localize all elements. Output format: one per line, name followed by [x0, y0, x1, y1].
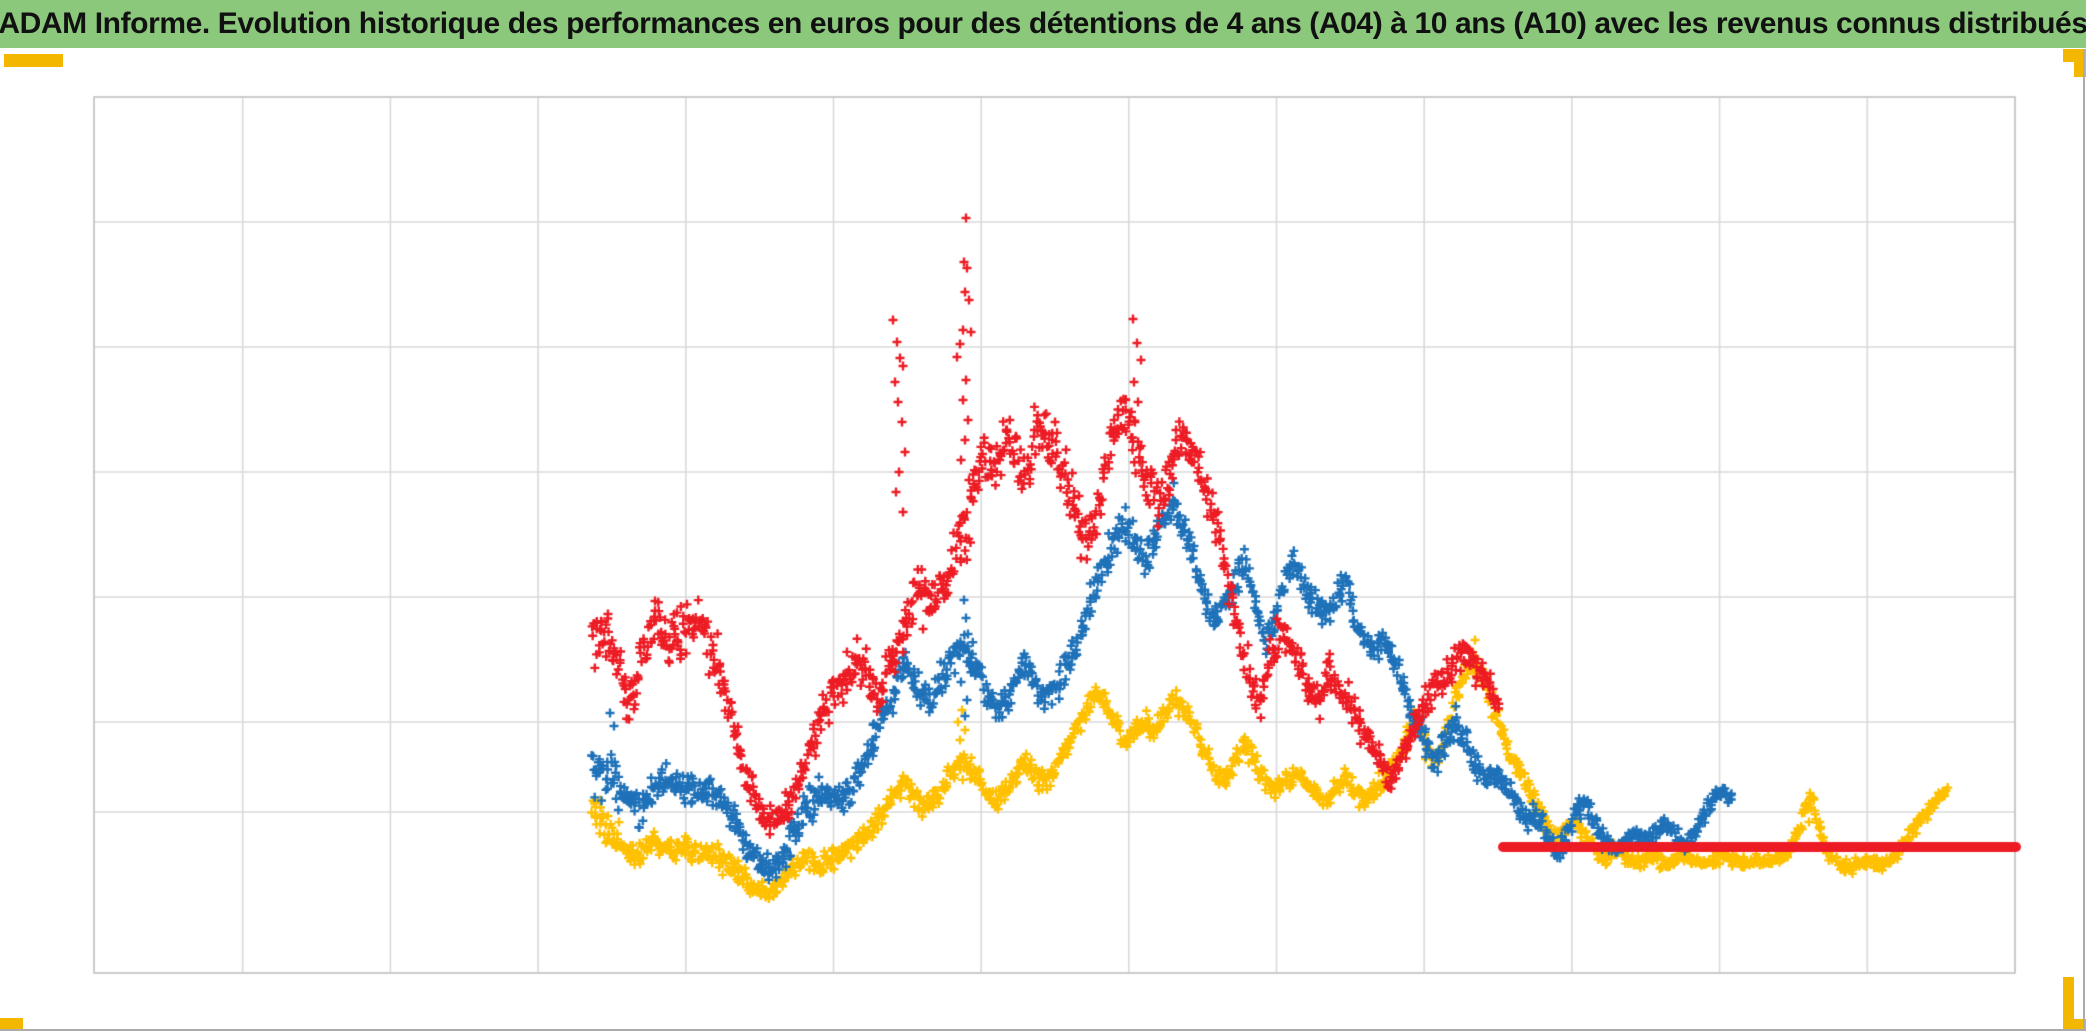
corner-accent-bottom-right-icon	[2063, 1019, 2086, 1031]
corner-accent-bottom-left-icon	[0, 1018, 23, 1030]
corner-accent-top-left-icon	[4, 54, 63, 67]
title-bar: ADAM Informe. Evolution historique des p…	[0, 0, 2086, 48]
slide-bottom-edge	[0, 1029, 2086, 1031]
page-title: ADAM Informe. Evolution historique des p…	[0, 7, 2086, 40]
slide-right-edge	[2083, 49, 2085, 1031]
corner-accent-bottom-right-icon	[2063, 977, 2074, 1031]
